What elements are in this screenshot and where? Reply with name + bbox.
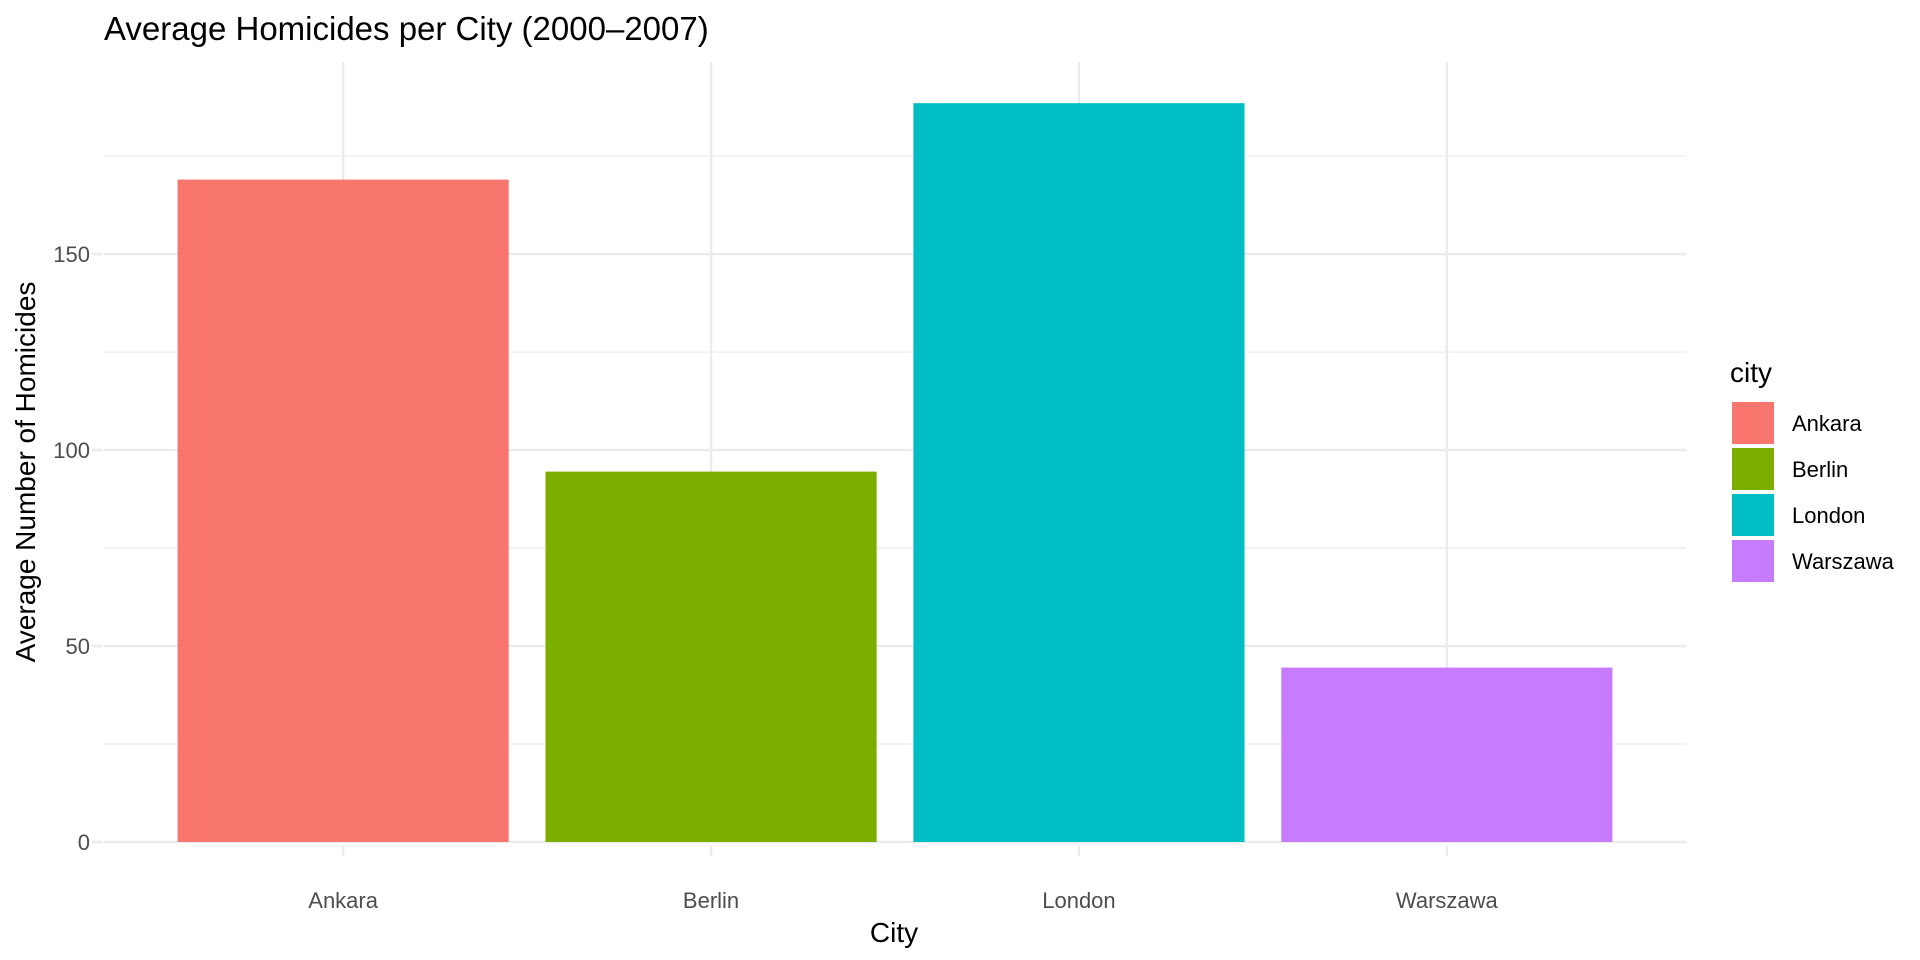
- legend-title: city: [1730, 357, 1772, 388]
- x-tick-label: Ankara: [308, 888, 378, 913]
- legend: city Ankara Berlin London Warszawa: [1730, 357, 1895, 582]
- y-axis-ticks: 0 50 100 150: [53, 242, 102, 855]
- legend-key-warszawa: [1732, 540, 1774, 582]
- legend-label-ankara: Ankara: [1792, 411, 1862, 436]
- x-tick-label: Berlin: [683, 888, 739, 913]
- x-tick-label: Warszawa: [1396, 888, 1499, 913]
- y-tick-label: 150: [53, 242, 90, 267]
- y-tick-label: 100: [53, 438, 90, 463]
- legend-label-berlin: Berlin: [1792, 457, 1848, 482]
- bars: [177, 103, 1613, 843]
- legend-key-berlin: [1732, 448, 1774, 490]
- x-tick-label: London: [1042, 888, 1115, 913]
- bar-berlin: [545, 471, 877, 842]
- y-axis-title: Average Number of Homicides: [10, 282, 41, 663]
- y-tick-label: 50: [66, 634, 90, 659]
- legend-label-warszawa: Warszawa: [1792, 549, 1895, 574]
- bar-ankara: [177, 179, 509, 842]
- bar-london: [913, 103, 1245, 843]
- chart-title: Average Homicides per City (2000–2007): [104, 10, 709, 47]
- x-axis-ticks: Ankara Berlin London Warszawa: [308, 846, 1499, 913]
- bar-warszawa: [1281, 667, 1613, 842]
- legend-label-london: London: [1792, 503, 1865, 528]
- y-tick-label: 0: [78, 830, 90, 855]
- x-axis-title: City: [870, 917, 918, 948]
- legend-key-ankara: [1732, 402, 1774, 444]
- legend-key-london: [1732, 494, 1774, 536]
